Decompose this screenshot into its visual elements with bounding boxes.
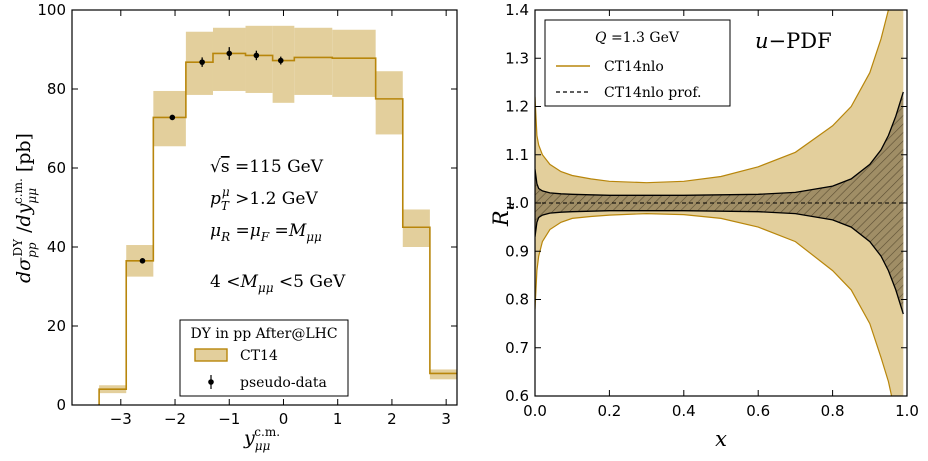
left-xtick-label: 0 [279, 410, 289, 428]
annotation-mass-range: 4 <Mμμ <5 GeV [210, 272, 346, 295]
ct14-band-bin-11 [429, 369, 457, 380]
right-ytick-label: 1.4 [505, 1, 529, 19]
left-ytick-label: 20 [47, 317, 66, 335]
left-legend-title: DY in pp After@LHC [190, 326, 337, 342]
right-annotation-u-pdf: u−PDF [755, 29, 832, 53]
right-ytick-label: 0.6 [505, 387, 529, 405]
left-ylabel: dσppDY /dyμμc.m. [pb] [11, 133, 39, 283]
left-ytick-label: 80 [47, 80, 66, 98]
ct14-band-bin-9 [375, 71, 403, 135]
right-legend: Q =1.3 GeV CT14nlo CT14nlo prof. [544, 19, 731, 107]
ct14nlo-upper-edge [535, 10, 890, 184]
annotation-scales: μR =μF =Mμμ [210, 221, 322, 244]
ct14-band-bin-8 [332, 29, 376, 97]
pseudo-data-point [169, 114, 176, 121]
ct14-band-bin-10 [402, 209, 430, 247]
left-chart: −3 −2 −1 0 1 2 3 0 20 40 60 80 100 √s =115 GeV pTμ >… [11, 1, 458, 453]
left-xtick-label: −2 [164, 410, 186, 428]
right-ytick-label: 1.3 [505, 49, 529, 67]
left-legend-ct14: CT14 [240, 348, 278, 364]
pseudo-data-point [226, 50, 233, 57]
right-xtick-label: 0.6 [746, 402, 770, 420]
right-xtick-label: 0.0 [523, 402, 547, 420]
ct14nlo-lower-edge [535, 212, 893, 396]
right-legend-ct14nlo: CT14nlo [604, 59, 664, 75]
left-legend-pseudo-data: pseudo-data [240, 375, 327, 391]
annotation-pt: pTμ >1.2 GeV [210, 185, 318, 213]
left-legend: DY in pp After@LHC CT14 pseudo-data [179, 319, 349, 397]
pseudo-data-point [199, 59, 205, 65]
ct14nlo-prof-upper-edge [535, 91, 904, 196]
right-xtick-label: 0.4 [672, 402, 696, 420]
left-xtick-label: 3 [441, 410, 451, 428]
right-xtick-label: 1.0 [895, 402, 919, 420]
left-xtick-label: 1 [333, 410, 343, 428]
ct14-band-bin-3 [185, 31, 213, 95]
left-xtick-label: 2 [387, 410, 397, 428]
ct14-band-bin-7 [294, 27, 333, 95]
pseudo-data-point [277, 57, 284, 64]
right-ytick-label: 1.1 [505, 146, 529, 164]
ct14-band-bin-6 [272, 25, 295, 103]
annotation-sqrt-s: √s =115 GeV [210, 157, 324, 177]
left-xlabel: yμμc.m. [243, 425, 280, 453]
right-legend-title: Q =1.3 GeV [595, 30, 680, 46]
left-ticks: −3 −2 −1 0 1 2 3 0 20 40 60 80 100 [37, 1, 457, 428]
pseudo-data-points [139, 47, 284, 264]
right-ytick-label: 0.8 [505, 291, 529, 309]
left-ytick-label: 0 [56, 396, 66, 414]
ct14-legend-swatch [194, 348, 228, 362]
right-chart: 0.0 0.2 0.4 0.6 0.8 1.0 0.6 0.7 0.8 0.9 1.0 1.1 1.2 1… [489, 1, 919, 451]
right-legend-ct14nlo-prof: CT14nlo prof. [604, 85, 701, 101]
pseudo-data-legend-marker [208, 379, 214, 385]
left-ytick-label: 40 [47, 238, 66, 256]
right-ticks: 0.0 0.2 0.4 0.6 0.8 1.0 0.6 0.7 0.8 0.9 1.0 1.1 1.2 1… [505, 1, 919, 420]
right-ytick-label: 0.9 [505, 242, 529, 260]
right-ylabel: Ru [489, 202, 518, 227]
left-xtick-label: −1 [218, 410, 240, 428]
pseudo-data-point [253, 52, 260, 59]
right-xtick-label: 0.8 [821, 402, 845, 420]
ct14-band-bin-5 [245, 25, 273, 93]
ct14nlo-prof-lower-edge [535, 210, 904, 315]
left-axes-frame [71, 9, 458, 406]
left-xtick-label: −3 [110, 410, 132, 428]
ct14-band-group [99, 25, 457, 394]
right-ytick-label: 0.7 [505, 339, 529, 357]
right-ytick-label: 1.0 [505, 194, 529, 212]
right-ytick-label: 1.2 [505, 98, 529, 116]
ct14-step-line [98, 52, 457, 405]
ct14-band-bin-2 [153, 90, 186, 147]
right-xlabel: x [715, 427, 727, 451]
left-ytick-label: 100 [37, 1, 66, 19]
right-xtick-label: 0.2 [597, 402, 621, 420]
pseudo-data-point [139, 258, 146, 264]
left-ytick-label: 60 [47, 159, 66, 177]
